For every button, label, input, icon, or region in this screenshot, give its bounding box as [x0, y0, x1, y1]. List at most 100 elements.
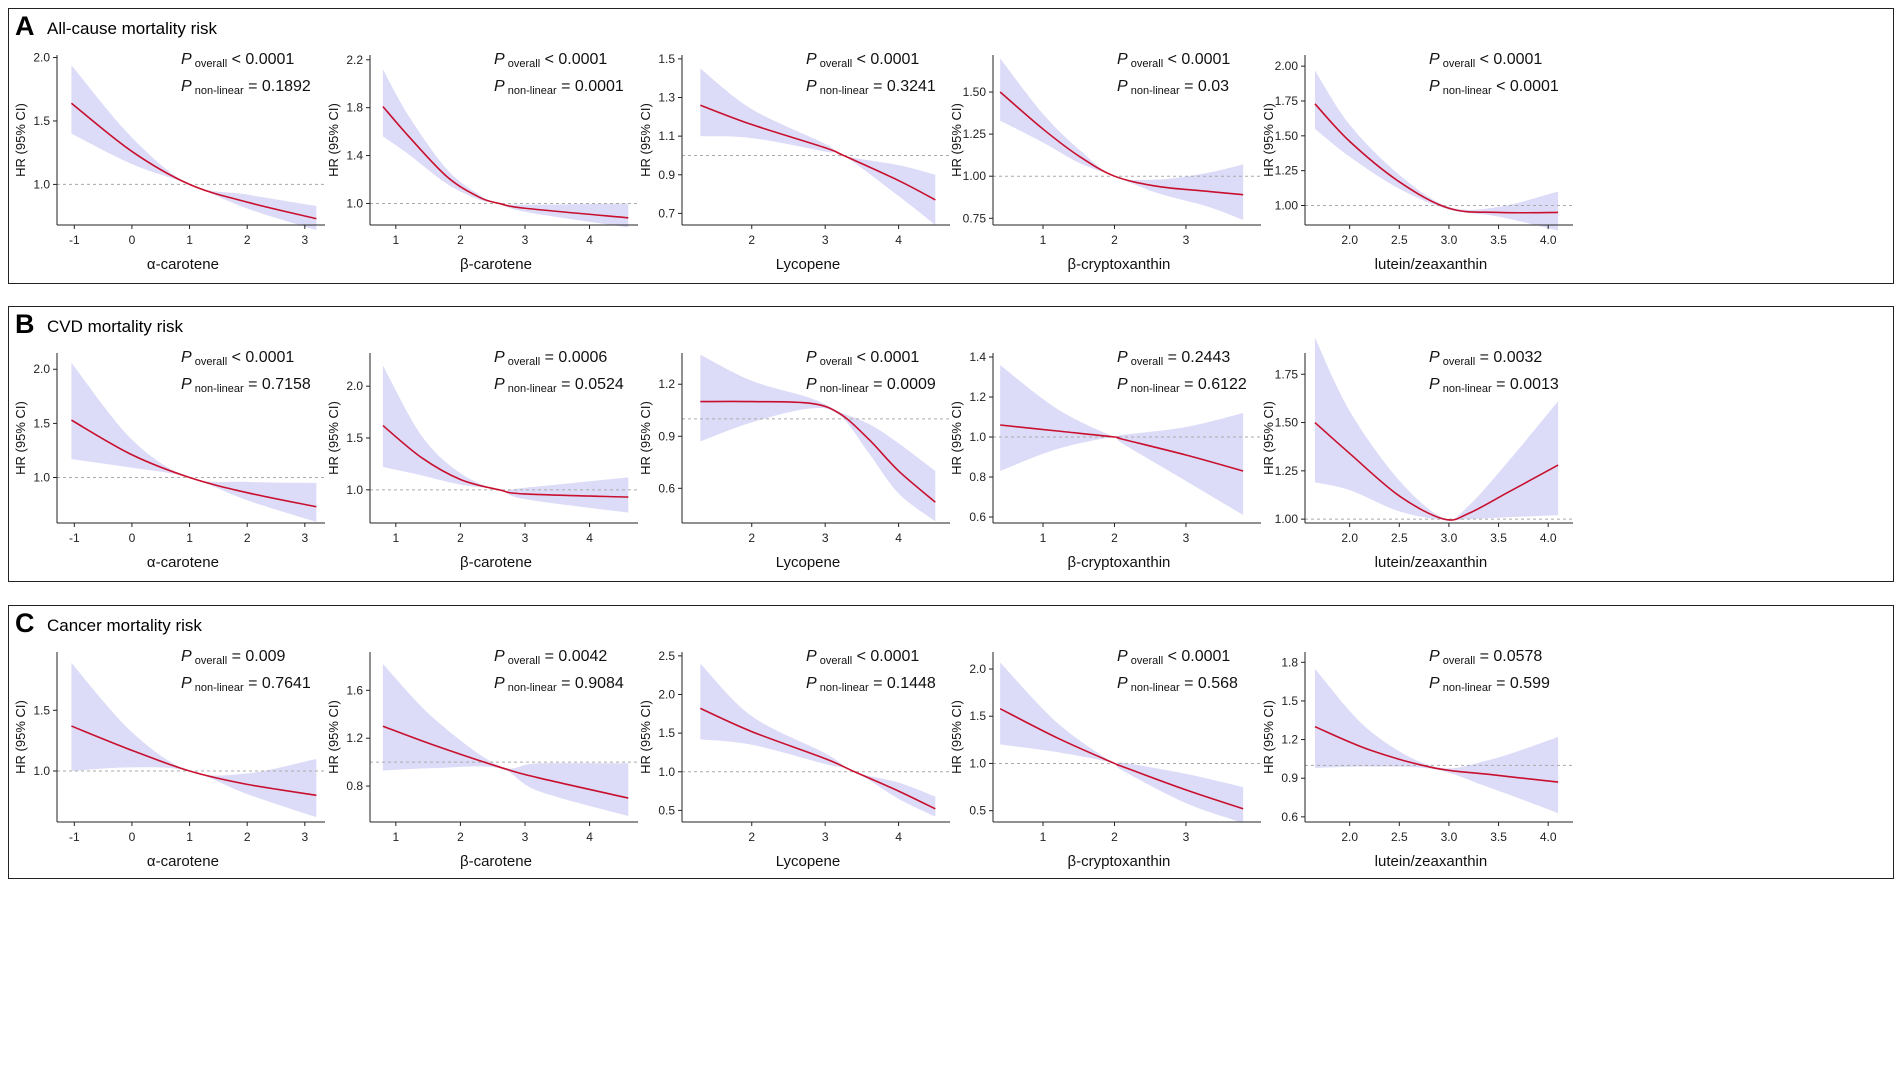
p-nonlinear: P non-linear = 0.599 [1429, 675, 1550, 694]
y-axis-label: HR (95% CI) [13, 103, 28, 177]
data-point [1433, 767, 1434, 768]
data-point [408, 136, 409, 137]
data-point [843, 155, 844, 156]
p-value: = 0.009 [227, 648, 285, 665]
ci-band [700, 68, 936, 225]
x-axis-label: α-carotene [147, 256, 219, 273]
p-subscript: overall [817, 356, 852, 368]
x-tick-label: 3.5 [1490, 830, 1507, 844]
data-point [1000, 424, 1001, 425]
p-value: = 0.1448 [869, 675, 936, 692]
data-point [247, 784, 248, 785]
p-overall: P overall < 0.0001 [806, 51, 919, 70]
y-tick-label: 1.50 [1275, 416, 1299, 430]
p-symbol: P [1117, 376, 1128, 393]
x-tick-label: 4.0 [1540, 830, 1557, 844]
y-tick-label: 1.5 [346, 431, 363, 445]
x-tick-label: 4 [586, 830, 593, 844]
y-tick-label: 1.50 [1275, 129, 1299, 143]
p-value: < 0.0001 [227, 51, 294, 68]
x-tick-label: 4 [895, 233, 902, 247]
y-tick-label: 1.5 [658, 726, 675, 740]
p-value: = 0.7158 [244, 376, 311, 393]
x-tick-label: 3 [522, 233, 529, 247]
p-overall: P overall = 0.0042 [494, 648, 607, 667]
hr-plot: 0.5 1.0 1.5 2.0 1 2 3 β-cryptoxanthin HR (95% CI… [949, 648, 1261, 870]
data-point [935, 502, 936, 503]
p-value: < 0.0001 [852, 51, 919, 68]
p-value: = 0.0578 [1475, 648, 1542, 665]
p-nonlinear: P non-linear = 0.7641 [181, 675, 311, 694]
hr-plot: 1.0 1.5 2.0 1 2 3 4 β-carotene HR (95% CI) P over… [326, 349, 638, 571]
y-axis-label: HR (95% CI) [1261, 103, 1276, 177]
y-tick-label: 0.8 [969, 470, 986, 484]
p-symbol: P [806, 78, 817, 95]
x-tick-label: -1 [69, 233, 80, 247]
panel-letter: B [15, 309, 35, 339]
hr-plot: 0.6 0.8 1.0 1.2 1.4 1 2 3 β-cryptoxanthin HR (95%… [949, 349, 1261, 571]
p-value: = 0.6122 [1180, 376, 1247, 393]
x-tick-label: 2 [748, 830, 755, 844]
p-overall: P overall < 0.0001 [1429, 51, 1542, 70]
hr-plot: 1.00 1.25 1.50 1.75 2.00 2.0 2.5 3.0 3.5 4.0 lutei… [1261, 51, 1573, 273]
y-axis-label: HR (95% CI) [1261, 700, 1276, 774]
p-symbol: P [181, 376, 192, 393]
data-point [898, 790, 899, 791]
p-overall: P overall < 0.0001 [1117, 648, 1230, 667]
y-tick-label: 0.7 [658, 206, 675, 220]
p-subscript: overall [192, 356, 227, 368]
x-tick-label: 2 [244, 233, 251, 247]
p-subscript: overall [1440, 356, 1475, 368]
data-point [1349, 453, 1350, 454]
ci-band [1314, 337, 1559, 521]
p-value: = 0.599 [1492, 675, 1550, 692]
data-point [71, 420, 72, 421]
p-overall: P overall = 0.2443 [1117, 349, 1230, 368]
y-tick-label: 1.0 [33, 471, 50, 485]
y-tick-label: 1.0 [658, 765, 675, 779]
x-tick-label: 3 [822, 830, 829, 844]
x-tick-label: 1 [186, 531, 193, 545]
y-tick-label: 2.00 [1275, 59, 1299, 73]
data-point [1000, 91, 1001, 92]
y-tick-label: 1.5 [33, 703, 50, 717]
p-symbol: P [1429, 349, 1440, 366]
x-tick-label: 3 [822, 233, 829, 247]
p-symbol: P [1429, 78, 1440, 95]
y-tick-label: 1.8 [1281, 655, 1298, 669]
data-point [1121, 438, 1122, 439]
p-value: = 0.3241 [869, 78, 936, 95]
data-point [1558, 781, 1559, 782]
p-value: = 0.0524 [557, 376, 624, 393]
x-tick-label: 2 [748, 233, 755, 247]
p-symbol: P [1117, 78, 1128, 95]
x-tick-label: 3 [301, 830, 308, 844]
p-symbol: P [806, 51, 817, 68]
ci-band [1314, 668, 1559, 813]
data-point [700, 708, 701, 709]
data-point [854, 771, 855, 772]
y-tick-label: 1.25 [1275, 164, 1299, 178]
hr-curve [700, 104, 936, 201]
hr-curve [700, 400, 936, 503]
x-tick-label: 2 [457, 531, 464, 545]
p-subscript: non-linear [817, 682, 869, 694]
y-tick-label: 2.0 [33, 51, 50, 65]
data-point [1468, 513, 1469, 514]
ci-band [382, 69, 629, 228]
y-tick-label: 0.5 [658, 803, 675, 817]
data-point [628, 217, 629, 218]
hr-curve [999, 91, 1244, 196]
hr-curve [1314, 725, 1559, 783]
y-tick-label: 1.25 [1275, 464, 1299, 478]
data-point [1498, 212, 1499, 213]
x-tick-label: 3 [522, 830, 529, 844]
hr-plot: 1.0 1.5 2.0 -1 0 1 2 3 α-carotene HR (95% CI) P ov… [13, 51, 325, 273]
panel-title: Cancer mortality risk [47, 616, 202, 635]
data-point [524, 208, 525, 209]
x-tick-label: 4 [586, 233, 593, 247]
x-tick-label: 2.0 [1341, 531, 1358, 545]
p-overall: P overall = 0.0006 [494, 349, 607, 368]
panel-title: All-cause mortality risk [47, 19, 218, 38]
x-tick-label: 1 [392, 233, 399, 247]
